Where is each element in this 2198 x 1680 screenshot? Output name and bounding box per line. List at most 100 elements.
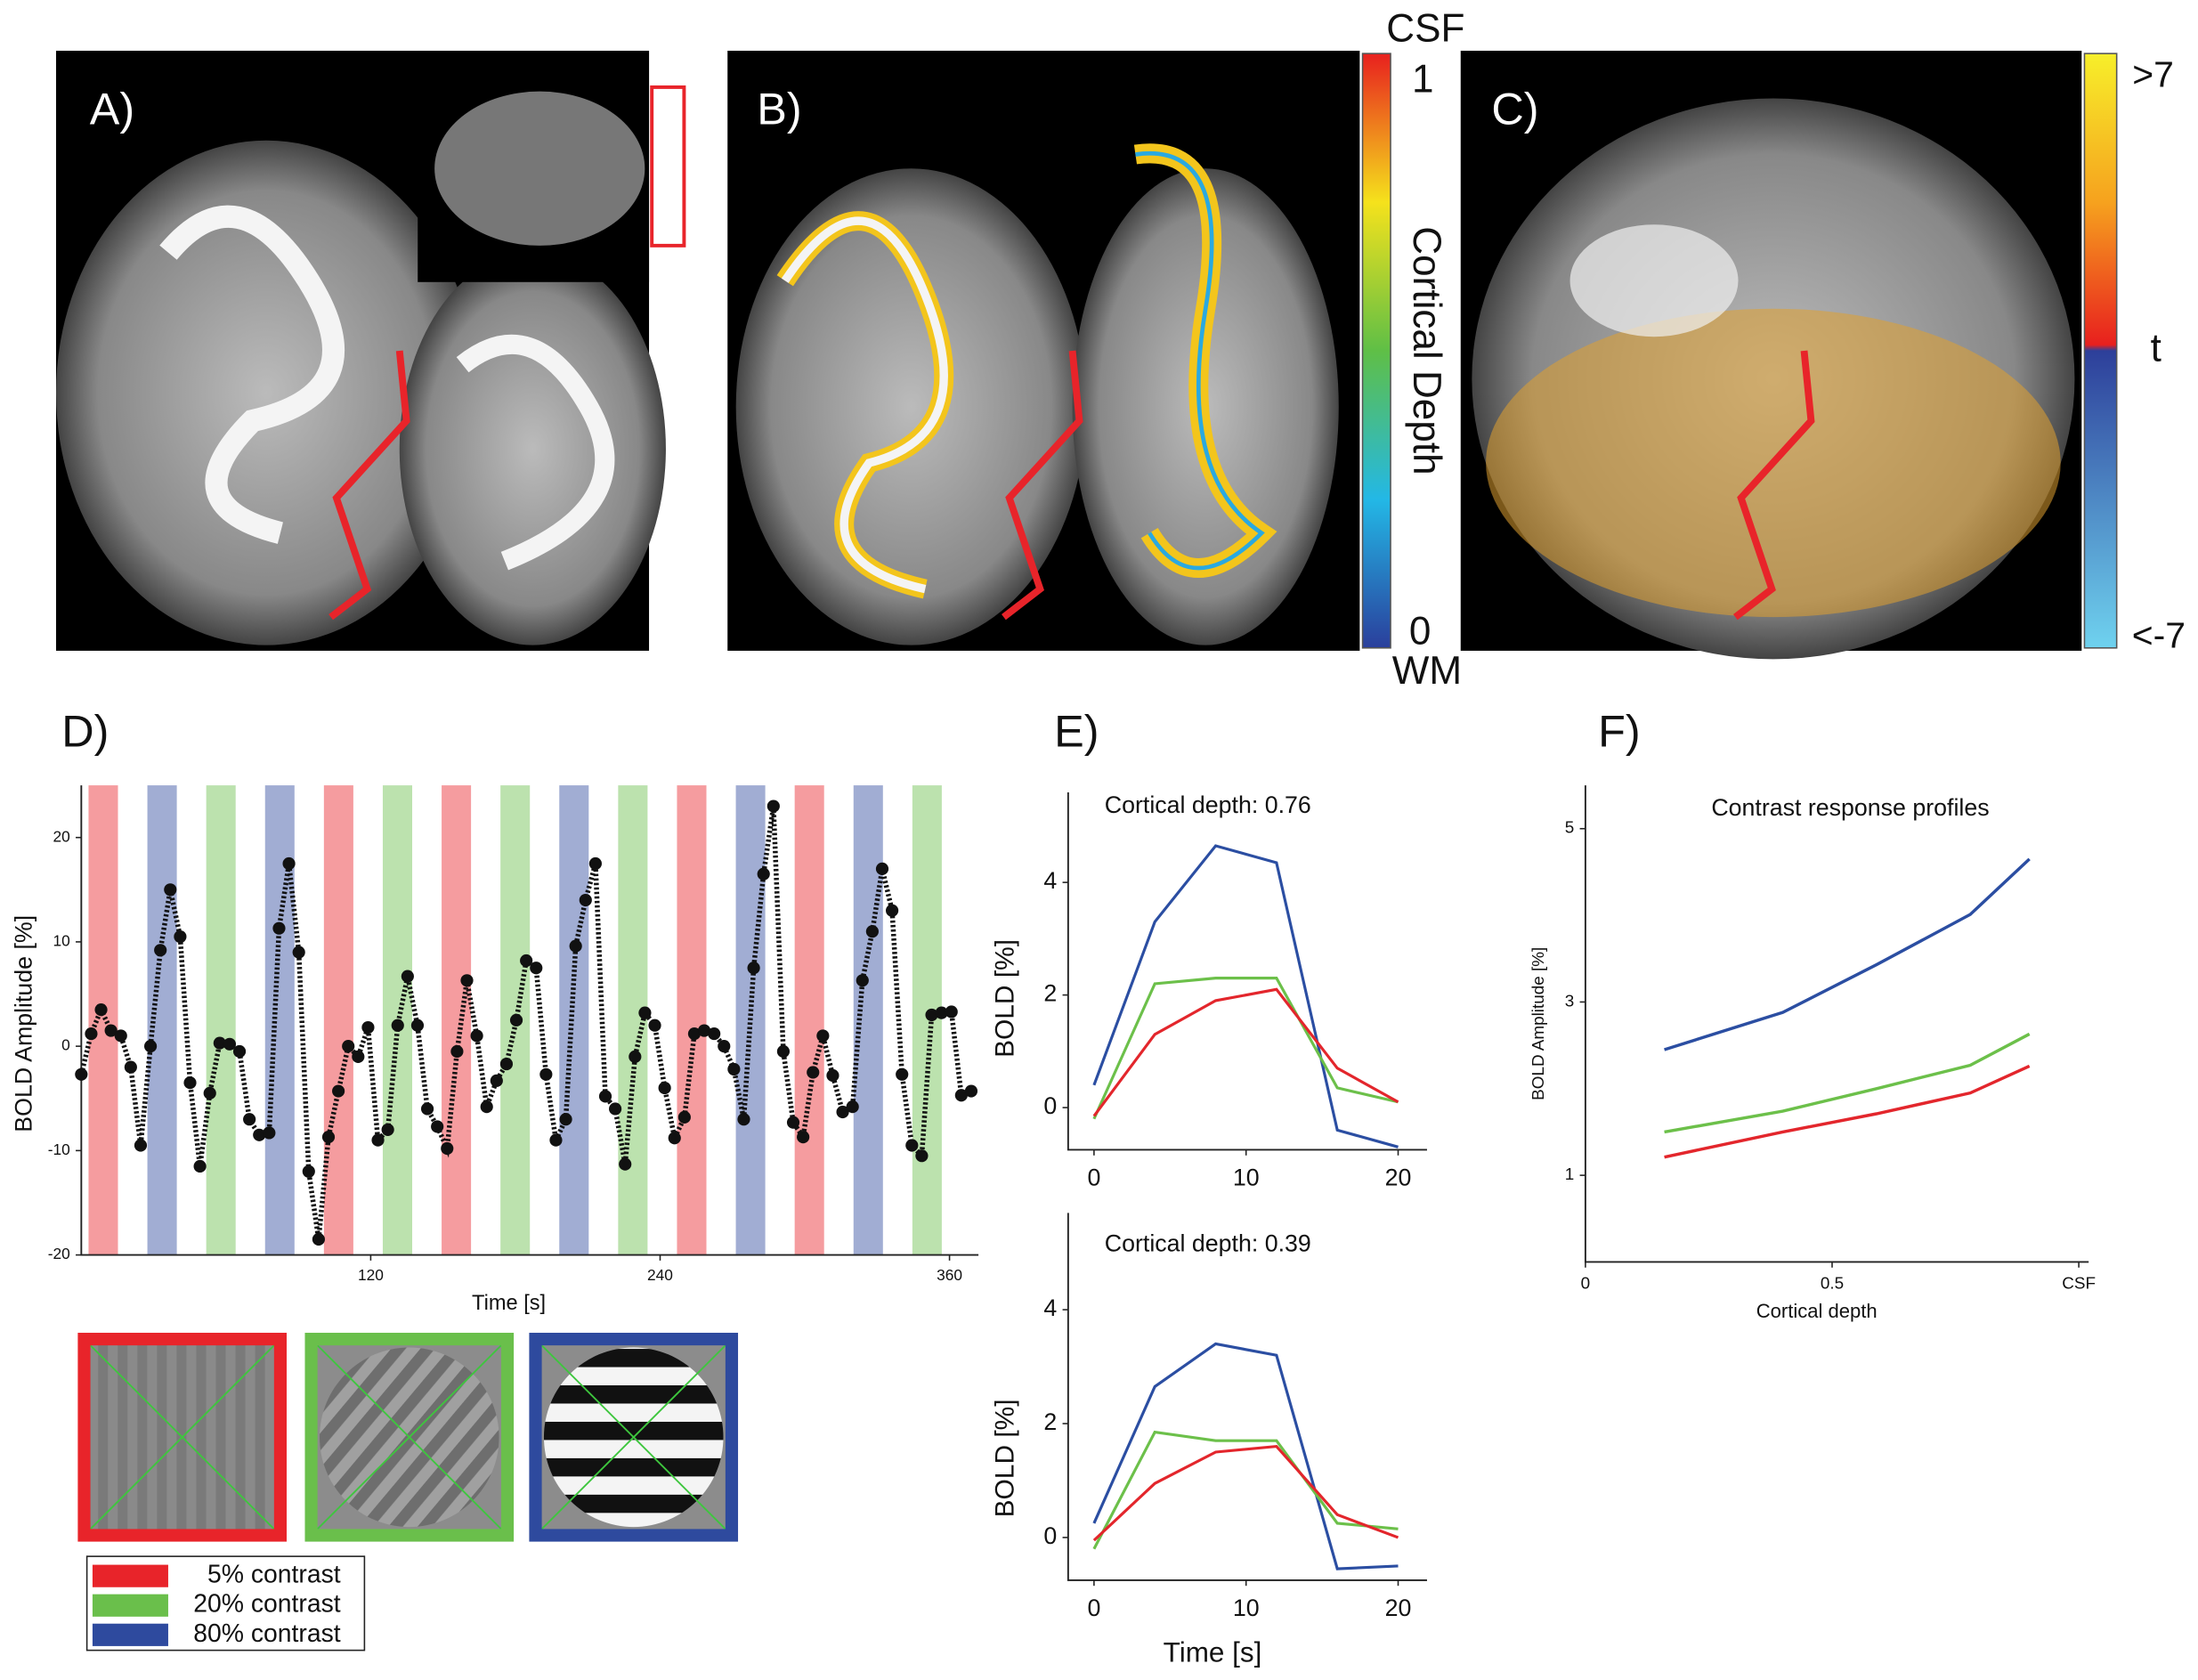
stimulus-frame <box>529 1332 739 1542</box>
y-tick-label: 5 <box>1565 819 1575 838</box>
data-point <box>598 1090 612 1103</box>
data-point <box>431 1120 444 1133</box>
data-point <box>609 1102 622 1116</box>
axis-line <box>1067 1213 1427 1581</box>
stimulus-block <box>677 785 707 1255</box>
legend-swatch <box>92 1623 168 1646</box>
data-point <box>786 1116 800 1129</box>
x-tick-label: 10 <box>1233 1165 1260 1191</box>
series-line <box>1664 857 2031 1051</box>
panel-label: C) <box>1491 84 1538 134</box>
data-point <box>629 1050 642 1063</box>
colorbar-label: CSF <box>1386 7 1464 51</box>
x-tick-label: 20 <box>1385 1595 1412 1621</box>
data-point <box>292 946 305 959</box>
data-point <box>143 1040 158 1053</box>
data-point <box>193 1159 207 1173</box>
data-point <box>559 1113 572 1126</box>
data-point <box>954 1089 968 1102</box>
data-point <box>925 1008 938 1022</box>
data-point <box>776 1044 791 1059</box>
data-point <box>905 1139 919 1152</box>
data-point <box>470 1029 483 1043</box>
data-point <box>549 1133 563 1147</box>
chart-title: Cortical depth: 0.39 <box>1105 1230 1311 1257</box>
x-tick-label: 120 <box>358 1266 384 1284</box>
data-point <box>668 1132 681 1145</box>
colorbar-label: 0 <box>1409 610 1432 653</box>
x-tick-label: 0 <box>1087 1165 1100 1191</box>
data-point <box>223 1037 237 1051</box>
data-point <box>232 1044 247 1059</box>
data-point <box>737 1113 750 1126</box>
data-point <box>846 1100 859 1114</box>
chart-title: Cortical depth: 0.76 <box>1105 791 1311 818</box>
x-tick-label: 0 <box>1087 1595 1100 1621</box>
y-tick-label: -20 <box>48 1245 70 1262</box>
data-point <box>727 1062 741 1076</box>
data-point <box>342 1040 355 1053</box>
stimulus-block <box>88 785 118 1255</box>
data-point <box>509 1013 523 1027</box>
y-tick-label: 0 <box>61 1036 70 1054</box>
panel-label: B) <box>757 84 801 134</box>
legend-label: 5% contrast <box>207 1561 341 1589</box>
data-point <box>619 1157 632 1171</box>
x-tick-label: 10 <box>1233 1595 1260 1621</box>
y-tick-label: 1 <box>1565 1165 1575 1184</box>
y-tick-label: 2 <box>1043 1408 1057 1435</box>
stimulus-frame <box>304 1332 515 1542</box>
x-tick-label: CSF <box>2062 1275 2096 1294</box>
data-point <box>253 1128 266 1141</box>
data-point <box>441 1141 454 1156</box>
stimulus-frame <box>77 1332 288 1542</box>
data-point <box>401 970 414 983</box>
x-axis-label: Time [s] <box>1164 1636 1262 1668</box>
data-point <box>302 1165 315 1178</box>
legend-swatch <box>92 1564 168 1587</box>
data-point <box>875 862 889 875</box>
data-point <box>450 1044 464 1059</box>
data-point <box>579 893 592 907</box>
data-point <box>94 1003 108 1017</box>
y-tick-label: 0 <box>1043 1092 1057 1119</box>
data-point <box>154 944 167 957</box>
stimulus-block <box>323 785 353 1255</box>
mri-panel-a <box>55 50 686 651</box>
data-point <box>381 1123 394 1137</box>
x-tick-label: 20 <box>1385 1165 1412 1191</box>
x-axis-label: Cortical depth <box>1756 1300 1878 1322</box>
data-point <box>638 1006 652 1019</box>
colorbar-label: 1 <box>1412 57 1434 101</box>
data-point <box>896 1067 909 1081</box>
y-tick-label: 3 <box>1565 992 1575 1010</box>
y-tick-label: 4 <box>1043 867 1057 894</box>
panel-label: D) <box>61 706 109 757</box>
data-point <box>935 1006 948 1019</box>
data-point <box>183 1076 197 1090</box>
stimulus-block <box>206 785 236 1255</box>
data-point <box>332 1084 345 1098</box>
y-axis-label: BOLD Amplitude [%] <box>1529 947 1548 1100</box>
data-point <box>658 1081 671 1095</box>
series-line <box>1092 977 1399 1120</box>
stimulus-block <box>794 785 824 1255</box>
data-point <box>420 1102 434 1116</box>
x-tick-label: 0.5 <box>1821 1275 1844 1294</box>
series-line <box>1664 1032 2031 1134</box>
data-point <box>460 974 474 987</box>
stimulus-block <box>147 785 177 1255</box>
data-point <box>85 1027 98 1041</box>
data-point <box>410 1019 425 1032</box>
y-tick-label: 20 <box>53 827 69 845</box>
data-point <box>677 1110 691 1124</box>
data-point <box>865 925 879 938</box>
x-tick-label: 240 <box>647 1266 673 1284</box>
data-point <box>588 856 602 871</box>
data-point <box>856 974 869 987</box>
colorbar-label: WM <box>1392 649 1462 693</box>
data-point <box>718 1040 731 1053</box>
data-point <box>104 1024 118 1037</box>
data-point <box>708 1027 721 1041</box>
data-point <box>75 1067 88 1081</box>
